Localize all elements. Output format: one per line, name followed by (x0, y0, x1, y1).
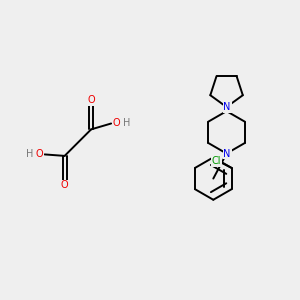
Text: H: H (123, 118, 131, 128)
Text: O: O (61, 180, 68, 190)
Text: N: N (224, 102, 231, 112)
Text: O: O (87, 95, 95, 105)
Text: N: N (224, 148, 231, 158)
Text: Cl: Cl (212, 157, 221, 166)
Text: O: O (112, 118, 120, 128)
Text: H: H (26, 149, 33, 159)
Text: O: O (36, 149, 43, 159)
